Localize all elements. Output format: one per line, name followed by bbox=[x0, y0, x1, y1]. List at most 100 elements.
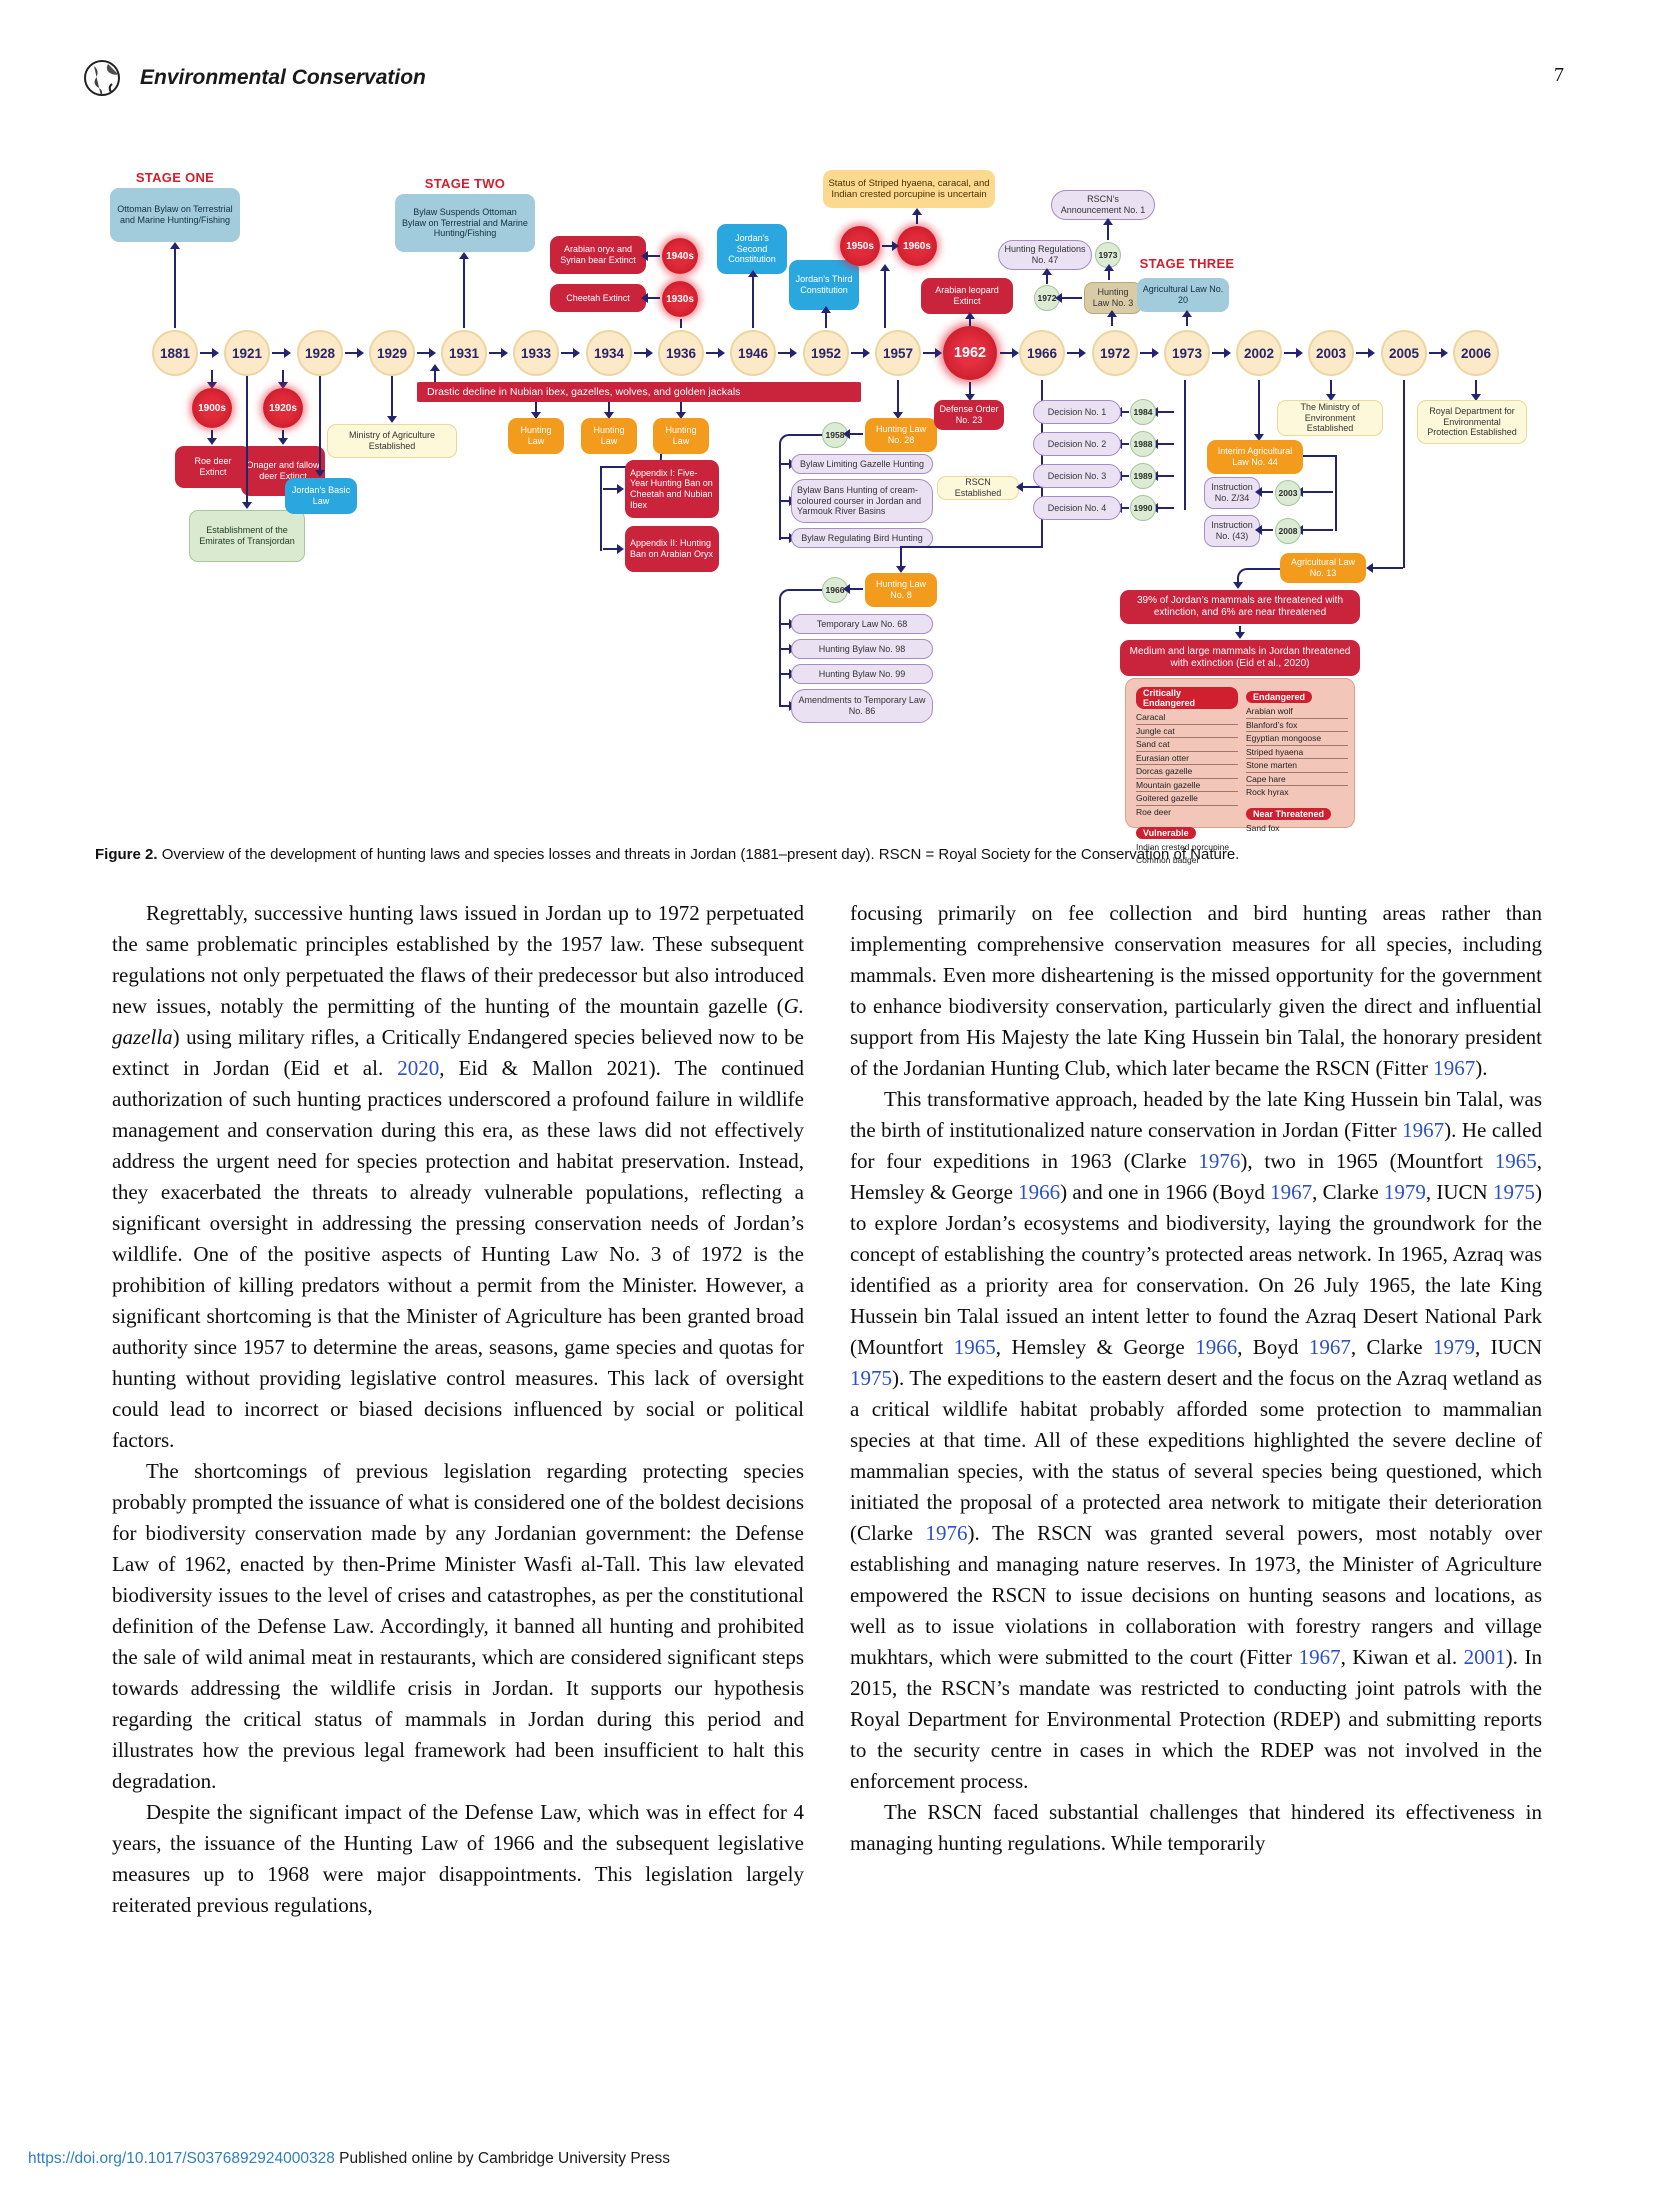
connector-elbow bbox=[779, 434, 822, 446]
connector bbox=[752, 276, 754, 328]
arrow-down bbox=[893, 412, 903, 419]
decision-2-box: Decision No. 2 bbox=[1033, 432, 1121, 456]
ministry-agriculture-box: Ministry of Agriculture Established bbox=[327, 424, 457, 458]
arrow-left bbox=[1115, 503, 1129, 513]
citation-link[interactable]: 1967 bbox=[1298, 1645, 1341, 1669]
arrow-right bbox=[781, 533, 796, 543]
agricultural-law-13-box: Agricultural Law No. 13 bbox=[1280, 553, 1366, 583]
arrow-left bbox=[1296, 525, 1333, 535]
hunting-law-28-box: Hunting Law No. 28 bbox=[865, 418, 937, 452]
figure-caption-label: Figure 2. bbox=[95, 846, 158, 863]
citation-link[interactable]: 1976 bbox=[1198, 1149, 1241, 1173]
arrow-down bbox=[604, 412, 614, 419]
arrow-left bbox=[1151, 503, 1174, 513]
year-node: 1952 bbox=[803, 330, 849, 376]
connector bbox=[884, 270, 886, 328]
citation-link[interactable]: 1967 bbox=[1433, 1056, 1476, 1080]
arrow-left bbox=[641, 251, 660, 261]
arrow-left bbox=[843, 584, 863, 594]
text-run: , Hemsley & George bbox=[995, 1335, 1196, 1359]
emirates-transjordan-box: Establishment of the Emirates of Transjo… bbox=[189, 510, 305, 562]
citation-link[interactable]: 1965 bbox=[953, 1335, 996, 1359]
species-item: Roe deer bbox=[1136, 806, 1171, 817]
citation-link[interactable]: 1976 bbox=[925, 1521, 968, 1545]
citation-link[interactable]: 1979 bbox=[1383, 1180, 1426, 1204]
arrow-left bbox=[1255, 525, 1273, 535]
endangered-header: Endangered bbox=[1246, 691, 1313, 703]
text-run: , Boyd bbox=[1237, 1335, 1309, 1359]
timeline-arrow bbox=[417, 348, 436, 358]
arrow-up bbox=[1103, 218, 1113, 225]
timeline-arrow bbox=[706, 348, 725, 358]
year-node: 1957 bbox=[875, 330, 921, 376]
citation-link[interactable]: 1965 bbox=[1494, 1149, 1537, 1173]
citation-link[interactable]: 1975 bbox=[850, 1366, 892, 1390]
arrow-down bbox=[1233, 582, 1243, 589]
citation-link[interactable]: 1967 bbox=[1308, 1335, 1351, 1359]
timeline-arrow bbox=[1067, 348, 1086, 358]
hunting-law-1933-box: Hunting Law bbox=[508, 418, 564, 454]
citation-link[interactable]: 1966 bbox=[1195, 1335, 1238, 1359]
stage-one-label: STAGE ONE bbox=[135, 170, 215, 185]
decade-1940s: 1940s bbox=[662, 238, 698, 274]
arrow-left bbox=[641, 293, 660, 303]
citation-link[interactable]: 2020 bbox=[397, 1056, 440, 1080]
connector bbox=[1403, 380, 1405, 568]
timeline-arrow bbox=[1356, 348, 1375, 358]
mini-year-1984: 1984 bbox=[1130, 399, 1156, 425]
citation-link[interactable]: 1967 bbox=[1402, 1118, 1445, 1142]
timeline-arrow bbox=[1000, 348, 1019, 358]
citation-link[interactable]: 2001 bbox=[1463, 1645, 1506, 1669]
arabian-leopard-box: Arabian leopard Extinct bbox=[921, 278, 1013, 314]
rscn-established-box: RSCN Established bbox=[937, 476, 1019, 500]
text-run: ) and one in 1966 (Boyd bbox=[1060, 1180, 1271, 1204]
timeline-arrow bbox=[1429, 348, 1448, 358]
citation-link[interactable]: 1966 bbox=[1018, 1180, 1061, 1204]
text-run: ) using military rifles, a Critically En… bbox=[112, 1025, 804, 1080]
species-item: Sand cat bbox=[1136, 738, 1238, 752]
arrow-down bbox=[531, 412, 541, 419]
species-item: Eurasian otter bbox=[1136, 752, 1238, 765]
arrow-right bbox=[603, 544, 624, 554]
arrow-down bbox=[207, 382, 217, 389]
text-run: , Eid & Mallon 2021). The continued auth… bbox=[112, 1056, 805, 1452]
connector bbox=[174, 248, 176, 328]
year-node: 2002 bbox=[1236, 330, 1282, 376]
year-node: 1881 bbox=[152, 330, 198, 376]
defense-order-box: Defense Order No. 23 bbox=[934, 400, 1004, 430]
citation-link[interactable]: 1975 bbox=[1492, 1180, 1535, 1204]
year-node: 1973 bbox=[1164, 330, 1210, 376]
text-run: ). The expeditions to the eastern desert… bbox=[850, 1366, 1542, 1545]
connector bbox=[1303, 455, 1337, 457]
species-item: Cape hare bbox=[1246, 773, 1348, 786]
connector bbox=[900, 546, 902, 568]
connector bbox=[211, 370, 213, 382]
text-run: ) to explore Jordan’s ecosystems and bio… bbox=[850, 1180, 1542, 1359]
citation-link[interactable]: 1979 bbox=[1432, 1335, 1475, 1359]
left-column: Regrettably, successive hunting laws iss… bbox=[112, 898, 804, 1921]
medium-mammals-box: Medium and large mammals in Jordan threa… bbox=[1120, 640, 1360, 676]
arrow-left bbox=[1055, 293, 1082, 303]
vulnerable-list: Indian crested porcupine Common badger bbox=[1136, 841, 1238, 866]
arrow-up bbox=[1104, 264, 1114, 271]
arrow-down bbox=[1254, 434, 1264, 441]
year-node: 2003 bbox=[1308, 330, 1354, 376]
arrow-up bbox=[459, 252, 469, 259]
species-item: Common badger bbox=[1136, 854, 1200, 865]
arrow-up bbox=[965, 312, 975, 319]
timeline-arrow bbox=[200, 348, 219, 358]
near-threatened-header: Near Threatened bbox=[1246, 807, 1332, 820]
arrow-down bbox=[676, 412, 686, 419]
page-number: 7 bbox=[1554, 64, 1564, 86]
citation-link[interactable]: 1967 bbox=[1270, 1180, 1313, 1204]
arrow-up bbox=[821, 306, 831, 313]
connector bbox=[600, 468, 602, 551]
bylaw-gazelle-box: Bylaw Limiting Gazelle Hunting bbox=[791, 454, 933, 474]
arrow-right bbox=[882, 241, 899, 251]
connector bbox=[779, 446, 781, 540]
connector bbox=[969, 318, 971, 326]
species-item: Jungle cat bbox=[1136, 725, 1238, 738]
arrow-right bbox=[781, 669, 796, 679]
paragraph: The RSCN faced substantial challenges th… bbox=[850, 1797, 1542, 1859]
doi-link[interactable]: https://doi.org/10.1017/S037689292400032… bbox=[28, 2150, 335, 2167]
